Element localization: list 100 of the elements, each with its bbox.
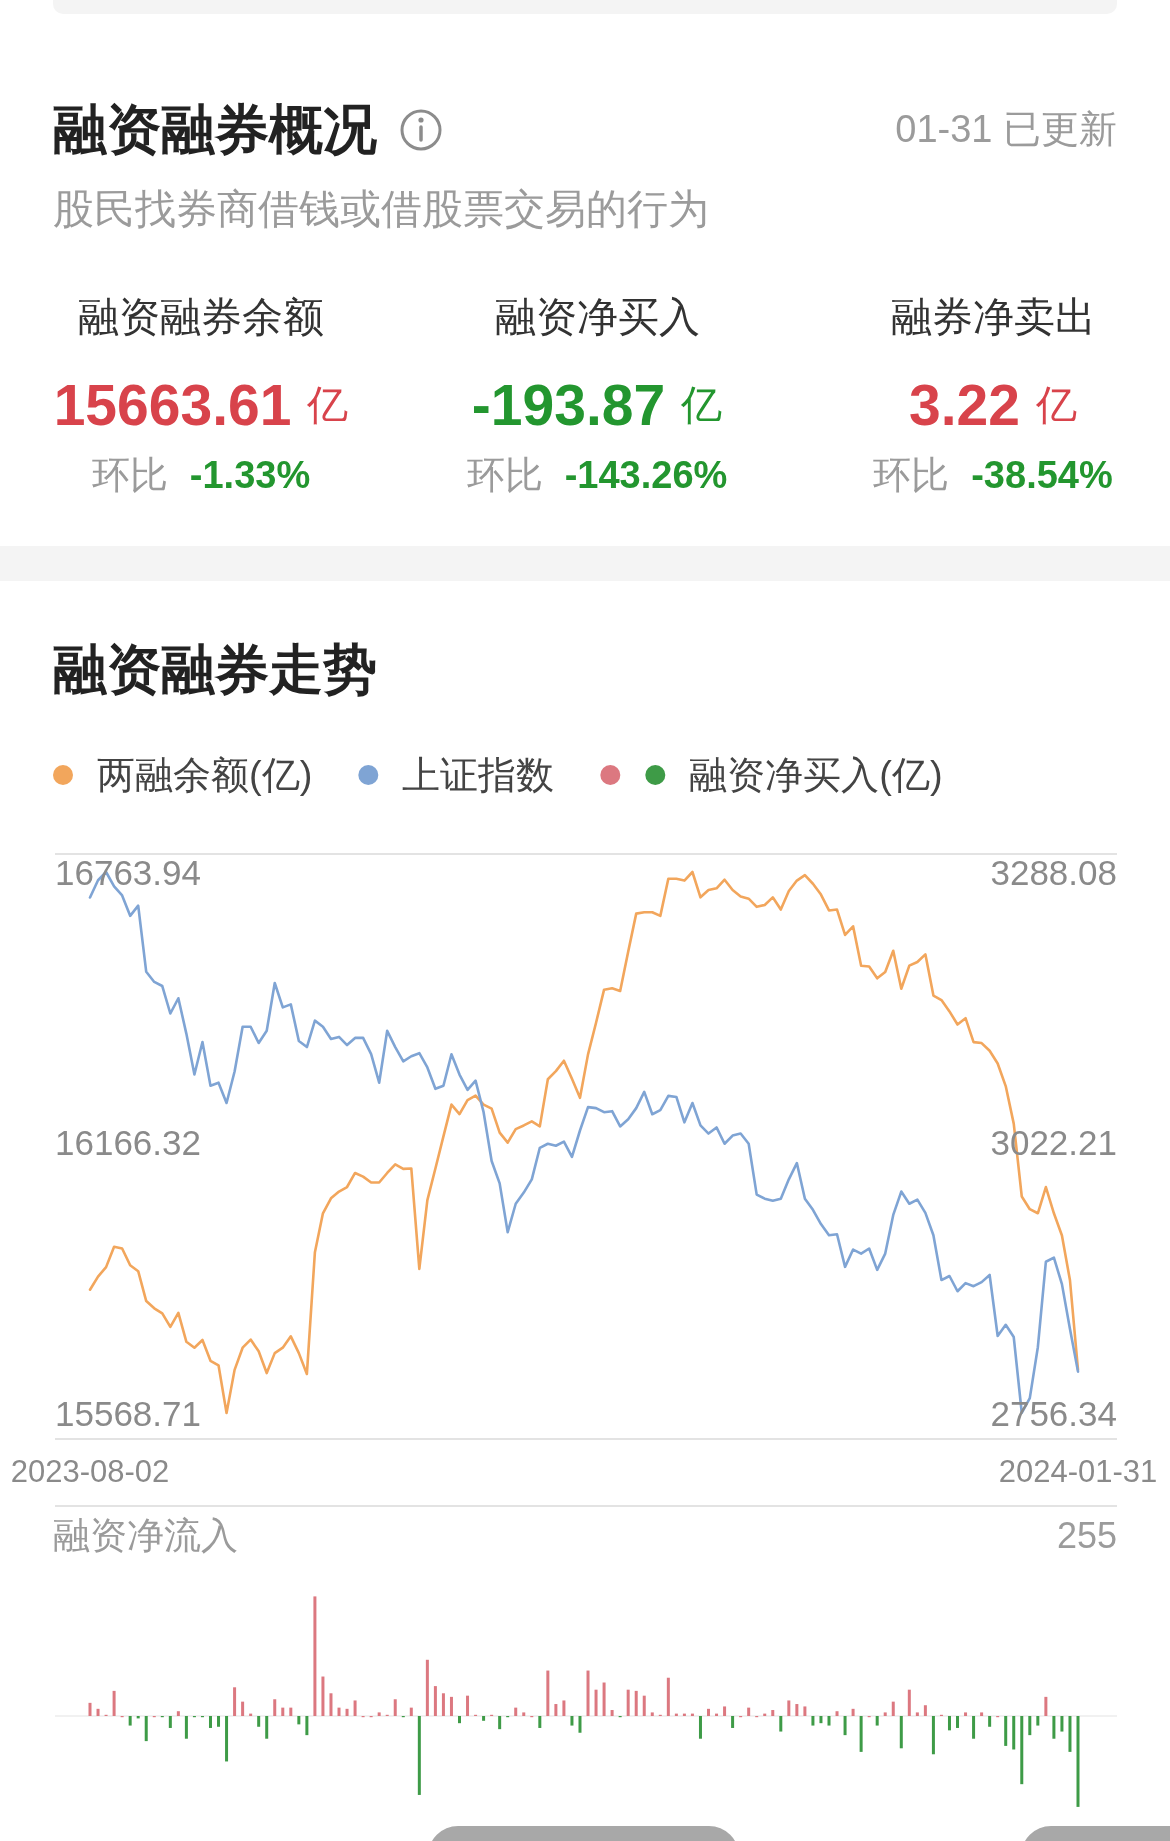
bar [819,1716,823,1724]
bar [449,1696,453,1716]
bar [779,1716,783,1732]
bar [747,1707,751,1716]
bar [771,1710,775,1716]
bar [915,1712,919,1716]
legend-label: 融资净买入(亿) [689,754,943,796]
text: 环比 -143.26% [466,454,728,496]
bar [466,1695,470,1716]
text: 环比 -1.33% [91,454,311,496]
text: 255 [1056,1514,1117,1556]
bar [377,1712,381,1716]
y-tick-label: 15568.71 [55,1393,201,1433]
bar [650,1712,654,1716]
text: -193.87 亿 [471,373,723,437]
bar [923,1705,927,1716]
bar [578,1716,582,1733]
bar [353,1700,357,1716]
bar [602,1682,606,1716]
bar [441,1693,445,1716]
bar [168,1716,172,1728]
bar [1044,1696,1048,1716]
bar [393,1699,397,1716]
bar [144,1716,148,1742]
bar [947,1716,951,1731]
bar [281,1707,285,1716]
bar [586,1670,590,1716]
bar [176,1711,180,1716]
bar [843,1716,847,1736]
bar [112,1690,116,1716]
bar [1012,1716,1016,1750]
bar [538,1716,542,1728]
x-tick-label: 2023-08-02 [10,1453,170,1489]
bar [787,1700,791,1716]
bar [931,1716,935,1755]
y2-tick-label: 2756.34 [990,1393,1117,1433]
bar [233,1687,237,1716]
text: 融资融券余额 [78,294,324,340]
text: 融资净买入 [494,294,700,340]
bar [337,1707,341,1716]
bar [666,1677,670,1716]
bar [273,1699,277,1716]
bar [1076,1716,1080,1807]
bar [96,1708,100,1716]
bar [803,1706,807,1716]
bar [1028,1716,1032,1736]
bar [907,1689,911,1716]
legend-label: 两融余额(亿) [97,754,313,796]
bar [329,1693,333,1716]
bar [988,1716,992,1727]
bar [634,1690,638,1716]
bar [128,1716,132,1726]
x-tick-label: 2024-01-31 [998,1453,1158,1489]
y2-tick-label: 3288.08 [990,852,1117,892]
bar [811,1716,815,1726]
bar [514,1707,518,1716]
bar [1036,1716,1040,1726]
bar [1068,1716,1072,1752]
text: 融券净卖出 [890,294,1096,340]
bar [626,1689,630,1716]
bar [289,1707,293,1716]
text: 股民找券商借钱或借股票交易的行为 [53,186,709,232]
bar [88,1702,92,1716]
bar [859,1716,863,1752]
bar [1052,1716,1056,1739]
bar [345,1708,349,1716]
bar [458,1716,461,1724]
text: 15663.61 亿 [53,373,349,437]
bar [899,1716,903,1749]
bar [723,1706,727,1716]
y-tick-label: 16166.32 [55,1123,201,1162]
bar [433,1686,437,1716]
text: 01-31 已更新 [895,108,1117,150]
bar [642,1695,646,1716]
bar [570,1716,574,1726]
bar [891,1701,895,1716]
bar [184,1716,188,1739]
bar [265,1716,269,1739]
text: 融资融券概况 [53,99,377,159]
y-tick-label: 16763.94 [55,852,201,892]
bar [482,1716,486,1721]
chart-title: 融资净流入 [53,1514,238,1556]
legend-label: 上证指数 [402,754,555,796]
bar [217,1716,221,1727]
bar [409,1707,413,1716]
bar [546,1670,550,1716]
bar [257,1716,261,1727]
bar [305,1716,309,1736]
bar [698,1716,702,1739]
bar [321,1676,325,1716]
text: 3.22 亿 [909,373,1077,437]
bar [851,1708,855,1716]
bar [297,1716,301,1725]
bar [313,1596,317,1716]
bar [241,1701,245,1716]
bar [835,1711,839,1716]
chart-title: 融资融券走势 [53,639,377,699]
legend: 两融余额(亿) 上证指数 融资净买入(亿) [53,754,943,796]
bar [562,1700,566,1716]
bar [610,1710,614,1716]
